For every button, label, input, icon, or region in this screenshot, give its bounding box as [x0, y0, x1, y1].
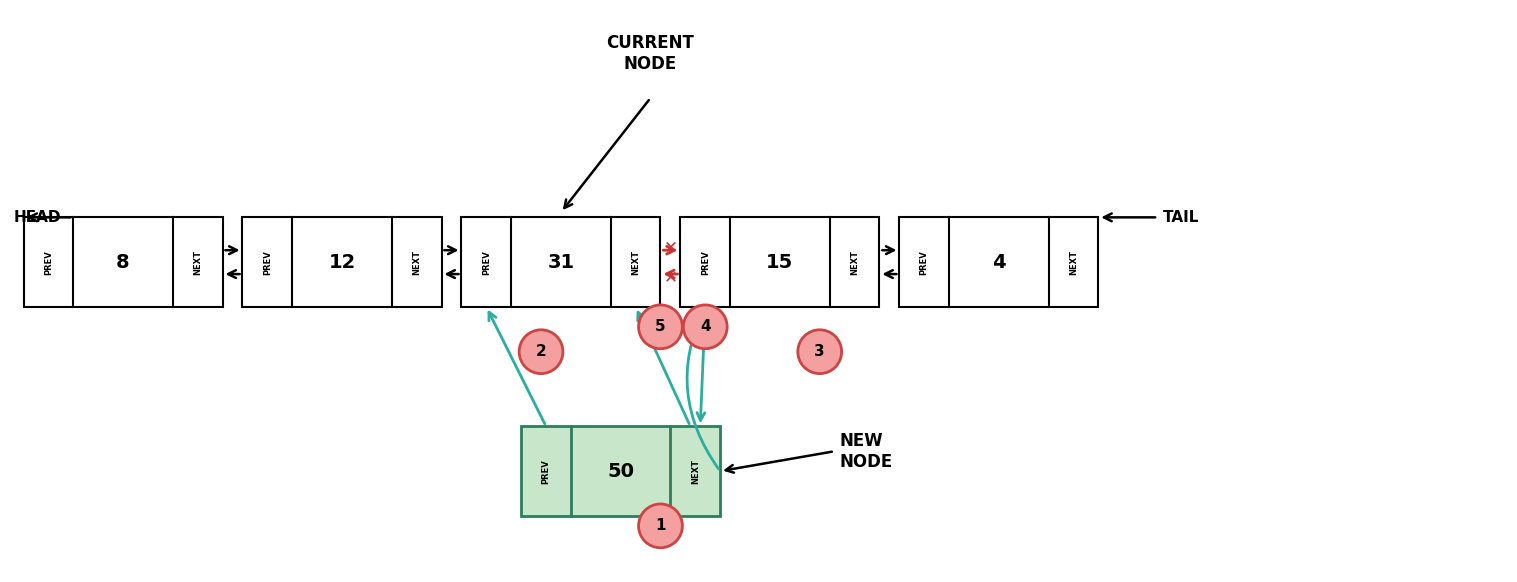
Text: 50: 50	[607, 462, 634, 481]
Text: 1: 1	[655, 519, 666, 533]
FancyBboxPatch shape	[681, 217, 880, 307]
Text: 8: 8	[117, 253, 130, 272]
FancyBboxPatch shape	[522, 427, 721, 516]
FancyBboxPatch shape	[461, 217, 660, 307]
Text: PREV: PREV	[701, 250, 710, 275]
Circle shape	[639, 504, 683, 548]
Text: NEXT: NEXT	[413, 250, 422, 275]
Text: TAIL: TAIL	[1164, 210, 1200, 225]
FancyBboxPatch shape	[900, 217, 1098, 307]
Text: 3: 3	[815, 344, 825, 359]
Text: HEAD: HEAD	[14, 210, 61, 225]
Text: 4: 4	[699, 320, 710, 334]
Text: CURRENT
NODE: CURRENT NODE	[607, 34, 695, 73]
Text: PREV: PREV	[44, 250, 53, 275]
Text: NEXT: NEXT	[193, 250, 202, 275]
FancyBboxPatch shape	[24, 217, 223, 307]
Circle shape	[639, 305, 683, 349]
Text: NEXT: NEXT	[1069, 250, 1079, 275]
Text: 5: 5	[655, 320, 666, 334]
Text: NEXT: NEXT	[631, 250, 640, 275]
FancyBboxPatch shape	[243, 217, 441, 307]
Text: NEXT: NEXT	[850, 250, 859, 275]
Circle shape	[683, 305, 727, 349]
Text: PREV: PREV	[482, 250, 492, 275]
Text: 15: 15	[766, 253, 793, 272]
Text: ✕: ✕	[663, 238, 678, 256]
Text: NEXT: NEXT	[690, 459, 699, 484]
Text: PREV: PREV	[919, 250, 928, 275]
Text: NEW
NODE: NEW NODE	[839, 432, 894, 471]
Text: PREV: PREV	[542, 459, 551, 484]
Text: 4: 4	[992, 253, 1006, 272]
Circle shape	[798, 330, 842, 374]
Text: 2: 2	[536, 344, 546, 359]
Text: ✕: ✕	[663, 268, 678, 286]
Text: 31: 31	[548, 253, 575, 272]
Circle shape	[519, 330, 563, 374]
Text: 12: 12	[328, 253, 355, 272]
Text: PREV: PREV	[262, 250, 272, 275]
